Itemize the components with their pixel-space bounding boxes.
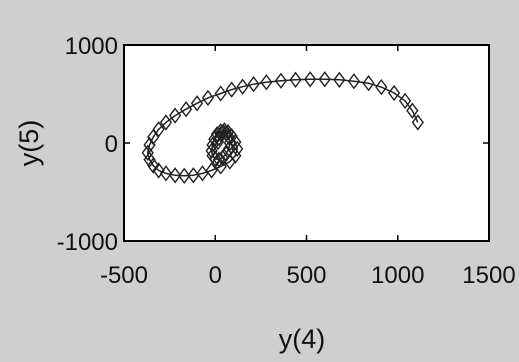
data-point-diamond (201, 89, 215, 107)
data-point-diamond (406, 102, 419, 119)
x-axis-ticks: -500 0 500 1000 1500 (100, 45, 516, 289)
data-point-diamond (214, 126, 227, 143)
data-point-diamond (274, 72, 288, 89)
x-axis-label: y(4) (279, 324, 326, 354)
data-point-diamond (159, 165, 173, 182)
data-point-diamond (210, 126, 224, 143)
data-point-diamond (190, 95, 204, 112)
x-tick-label: -500 (100, 262, 148, 289)
data-point-diamond (411, 114, 424, 131)
data-point-diamond (212, 129, 226, 147)
data-point-diamond (236, 78, 249, 95)
y-tick-label: 0 (105, 131, 118, 158)
data-point-diamond (216, 149, 229, 166)
y-tick-label: -1000 (57, 229, 118, 256)
data-point-diamond (168, 167, 182, 184)
data-point-diamond (214, 85, 227, 102)
data-point-diamond (318, 71, 331, 88)
data-point-diamond (152, 162, 165, 179)
data-point-diamond (260, 74, 273, 91)
x-tick-label: 0 (209, 262, 222, 289)
data-point-diamond (212, 151, 226, 168)
data-point-diamond (387, 84, 401, 102)
data-point-diamond (179, 101, 193, 118)
x-tick-label: 1500 (462, 262, 515, 289)
data-point-diamond (168, 107, 182, 124)
series-layer (141, 71, 424, 184)
data-point-diamond (398, 92, 412, 110)
x-tick-label: 500 (286, 262, 326, 289)
data-point-diamond (141, 144, 154, 161)
data-point-diamond (247, 76, 260, 93)
data-point-diamond (178, 167, 191, 184)
plot-area (123, 44, 490, 242)
data-point-diamond (375, 78, 388, 96)
data-point-diamond (289, 71, 302, 88)
data-point-diamond (159, 114, 173, 131)
data-point-diamond (347, 73, 361, 90)
data-point-diamond (205, 142, 218, 160)
data-point-diamond (147, 128, 160, 146)
data-point-diamond (333, 71, 346, 88)
x-tick-label: 1000 (371, 262, 424, 289)
data-point-diamond (362, 75, 375, 92)
y-axis-ticks: -1000 0 1000 (57, 33, 489, 256)
data-point-diamond (211, 133, 225, 151)
y-axis-label: y(5) (14, 120, 44, 167)
data-point-diamond (304, 71, 317, 88)
y-tick-label: 1000 (65, 33, 118, 60)
data-point-diamond (206, 136, 219, 154)
data-point-diamond (220, 145, 233, 162)
data-point-diamond (225, 81, 238, 98)
data-point-diamond (205, 162, 218, 179)
data-point-diamond (147, 157, 160, 174)
